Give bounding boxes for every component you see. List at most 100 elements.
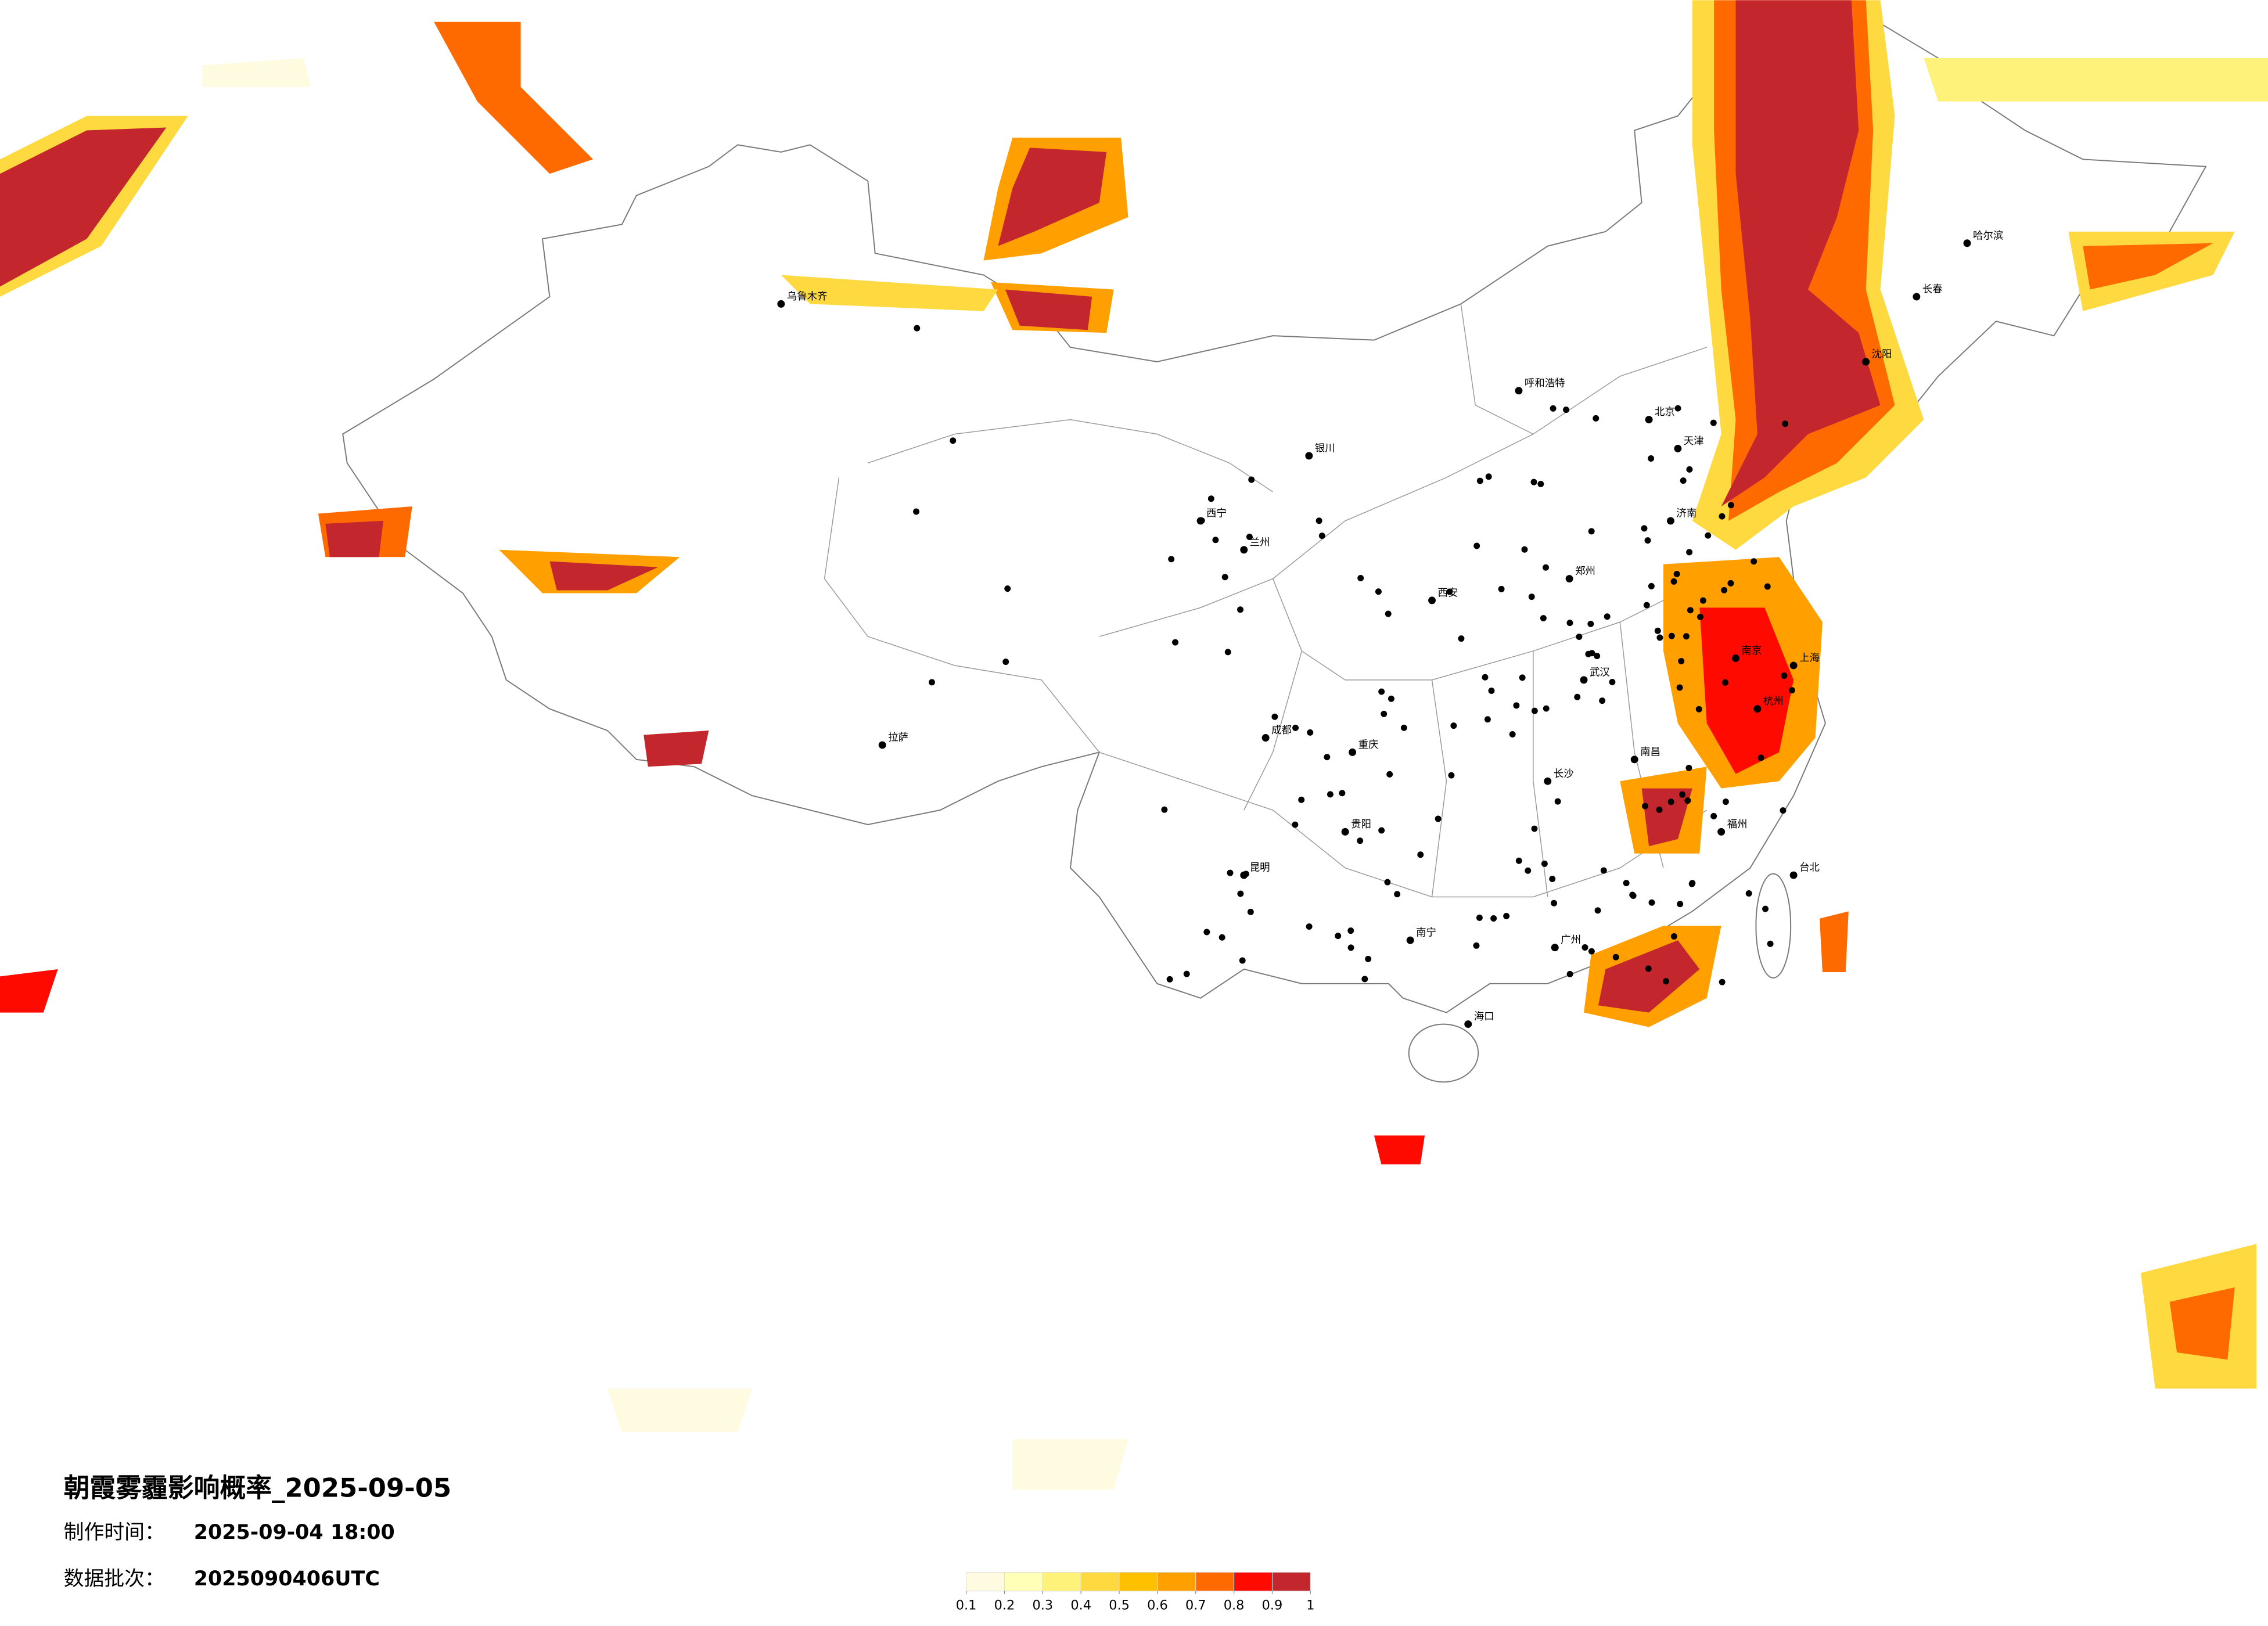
station-dot: [1585, 650, 1592, 657]
city-dot: [1789, 661, 1798, 670]
station-dot: [928, 679, 935, 686]
station-dot: [1519, 674, 1526, 681]
station-dot: [1662, 978, 1669, 985]
city-dot: [1753, 705, 1762, 713]
map-title: 朝霞雾霾影响概率_2025-09-05: [64, 1473, 452, 1503]
station-dot: [1710, 812, 1717, 819]
city-label: 武汉: [1590, 667, 1610, 678]
station-dot: [1384, 879, 1391, 886]
station-dot: [1239, 957, 1246, 964]
city-dot: [1515, 387, 1523, 395]
station-dot: [1543, 705, 1550, 712]
station-dot: [1656, 634, 1663, 641]
city-label: 福州: [1727, 819, 1748, 830]
station-dot: [1378, 688, 1385, 695]
city-label: 天津: [1684, 436, 1704, 447]
legend-swatch: [1271, 1571, 1311, 1592]
station-dot: [1335, 933, 1342, 940]
station-dot: [1641, 525, 1648, 532]
city-label: 南宁: [1416, 927, 1436, 939]
station-dot: [1648, 455, 1655, 462]
station-dot: [1004, 585, 1011, 592]
station-dot: [1347, 944, 1354, 951]
station-dot: [1612, 954, 1619, 961]
station-dot: [1762, 905, 1769, 912]
station-dot: [1307, 729, 1314, 736]
station-dot: [914, 325, 921, 332]
station-dot: [1248, 476, 1255, 483]
station-dot: [1537, 481, 1544, 487]
city-label: 沈阳: [1872, 349, 1892, 361]
station-dot: [1292, 724, 1299, 731]
legend-swatch: [1234, 1571, 1273, 1592]
station-dot: [1446, 588, 1453, 595]
legend-tick-label: 0.2: [994, 1598, 1015, 1613]
city-dot: [1630, 756, 1638, 764]
station-dot: [1549, 876, 1556, 883]
station-dot: [1306, 923, 1313, 930]
station-dot: [1237, 890, 1244, 897]
station-dot: [1386, 771, 1393, 778]
legend-swatch: [1080, 1571, 1120, 1592]
station-dot: [1298, 796, 1305, 803]
station-dot: [1674, 405, 1681, 412]
station-dot: [1221, 574, 1228, 581]
station-dot: [1644, 537, 1651, 544]
station-dot: [1680, 477, 1687, 484]
city-dot: [1428, 596, 1436, 605]
city-dot: [1341, 828, 1349, 836]
station-dot: [1588, 948, 1595, 955]
station-dot: [1699, 597, 1706, 604]
station-dot: [1670, 578, 1677, 585]
station-dot: [1246, 534, 1253, 540]
station-dot: [1378, 827, 1385, 834]
station-dot: [1400, 724, 1407, 731]
station-dot: [1576, 634, 1583, 641]
city-dot: [1406, 936, 1414, 944]
station-dot: [1593, 415, 1600, 422]
station-dot: [1271, 713, 1278, 720]
station-dot: [1788, 687, 1795, 694]
station-dot: [1509, 731, 1516, 738]
station-dot: [1473, 942, 1480, 949]
station-dot: [1574, 693, 1581, 700]
city-dot: [1913, 293, 1921, 301]
station-dot: [1676, 684, 1683, 691]
station-dot: [1604, 613, 1611, 620]
station-dot: [1203, 929, 1210, 936]
city-label: 重庆: [1358, 739, 1379, 751]
station-dot: [1168, 556, 1175, 563]
station-dot: [1767, 940, 1774, 947]
city-layer: 哈尔滨长春沈阳北京天津济南郑州西安武汉南京上海杭州长沙南昌福州广州南宁昆明贵阳成…: [777, 230, 2003, 1028]
station-dot: [1198, 517, 1205, 524]
city-label: 呼和浩特: [1525, 377, 1565, 389]
station-dot: [1670, 933, 1677, 940]
station-dot: [1458, 635, 1465, 642]
station-dot: [1476, 914, 1483, 921]
production-time: 2025-09-04 18:00: [194, 1521, 395, 1544]
station-dot: [1503, 913, 1510, 919]
station-dot: [1600, 867, 1607, 874]
station-dot: [1540, 615, 1547, 622]
station-dot: [1324, 754, 1331, 761]
station-dot: [1315, 517, 1322, 524]
station-dot: [1385, 610, 1392, 617]
legend-swatch: [1119, 1571, 1158, 1592]
station-dot: [1654, 627, 1661, 634]
station-dot: [1347, 927, 1354, 934]
city-label: 拉萨: [888, 732, 908, 743]
station-dot: [1161, 806, 1168, 813]
city-label: 南昌: [1640, 746, 1660, 758]
station-dot: [950, 437, 957, 444]
station-dot: [1292, 821, 1299, 828]
station-dot: [1172, 639, 1179, 646]
station-dot: [1677, 901, 1684, 908]
station-dot: [1247, 908, 1254, 915]
station-dot: [1667, 798, 1674, 805]
city-dot: [1464, 1020, 1472, 1028]
batch-label: 数据批次：: [64, 1567, 165, 1591]
legend-tick-label: 0.1: [956, 1598, 977, 1613]
station-dot: [1490, 915, 1497, 922]
station-dot: [1183, 970, 1190, 977]
station-dot: [1554, 798, 1561, 805]
